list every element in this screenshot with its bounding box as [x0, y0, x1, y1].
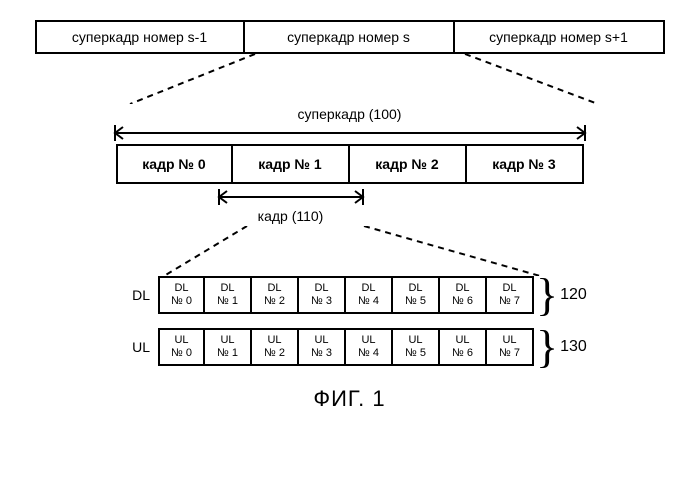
brace-icon: }	[536, 276, 558, 314]
ul-subframe-cell: UL№ 0	[158, 328, 205, 366]
dl-subframe-row: DL№ 0 DL№ 1 DL№ 2 DL№ 3 DL№ 4 DL№ 5 DL№ …	[158, 276, 534, 314]
ul-cell-l2: № 4	[358, 347, 379, 360]
superframe-sequence-row: суперкадр номер s-1 суперкадр номер s су…	[20, 20, 679, 54]
dl-cell-l1: DL	[174, 282, 188, 295]
frame-width-arrow	[211, 188, 371, 206]
ul-cell-l1: UL	[361, 334, 375, 347]
dl-cell-l1: DL	[502, 282, 516, 295]
frame-cell: кадр № 1	[233, 144, 350, 184]
ul-subframe-cell: UL№ 2	[252, 328, 299, 366]
ul-cell-l2: № 7	[499, 347, 520, 360]
dl-cell-l2: № 2	[264, 295, 285, 308]
ul-subframe-cell: UL№ 6	[440, 328, 487, 366]
dl-cell-l2: № 4	[358, 295, 379, 308]
ul-subframe-cell: UL№ 7	[487, 328, 534, 366]
ul-subframe-cell: UL№ 4	[346, 328, 393, 366]
ul-cell-l1: UL	[267, 334, 281, 347]
frame-cell: кадр № 2	[350, 144, 467, 184]
frame-span-label: кадр (110)	[0, 208, 679, 224]
superframe-cell-label: суперкадр номер s-1	[72, 29, 207, 45]
ul-cell-l1: UL	[408, 334, 422, 347]
dl-cell-l2: № 5	[405, 295, 426, 308]
dl-subframe-cell: DL№ 0	[158, 276, 205, 314]
superframe-width-arrow	[100, 124, 600, 142]
frame-cell: кадр № 3	[467, 144, 584, 184]
superframe-cell-label: суперкадр номер s	[287, 29, 410, 45]
dl-subframe-cell: DL№ 6	[440, 276, 487, 314]
dl-cell-l1: DL	[314, 282, 328, 295]
connector-super-to-frames	[30, 54, 670, 104]
ul-cell-l2: № 2	[264, 347, 285, 360]
brace-icon: }	[536, 328, 558, 366]
dl-cell-l1: DL	[220, 282, 234, 295]
ul-cell-l2: № 0	[171, 347, 192, 360]
ul-cell-l1: UL	[455, 334, 469, 347]
ul-brace-number: 130	[560, 338, 587, 356]
connector-frame-to-sub	[30, 226, 670, 276]
dl-subframe-cell: DL№ 5	[393, 276, 440, 314]
dl-cell-l1: DL	[408, 282, 422, 295]
dl-cell-l1: DL	[267, 282, 281, 295]
ul-subframe-block: UL UL№ 0 UL№ 1 UL№ 2 UL№ 3 UL№ 4 UL№ 5 U…	[105, 328, 679, 366]
dl-cell-l1: DL	[455, 282, 469, 295]
ul-cell-l1: UL	[174, 334, 188, 347]
ul-subframe-cell: UL№ 5	[393, 328, 440, 366]
ul-cell-l2: № 3	[311, 347, 332, 360]
superframe-cell: суперкадр номер s+1	[455, 20, 665, 54]
frame-cell-label: кадр № 0	[142, 156, 205, 172]
superframe-span-label: суперкадр (100)	[20, 106, 679, 122]
dl-cell-l2: № 0	[171, 295, 192, 308]
dl-subframe-cell: DL№ 2	[252, 276, 299, 314]
frame-cell-label: кадр № 3	[492, 156, 555, 172]
ul-side-label: UL	[105, 339, 158, 355]
ul-cell-l1: UL	[502, 334, 516, 347]
dl-cell-l2: № 3	[311, 295, 332, 308]
ul-subframe-cell: UL№ 1	[205, 328, 252, 366]
dl-subframe-cell: DL№ 3	[299, 276, 346, 314]
ul-cell-l2: № 1	[217, 347, 238, 360]
dl-subframe-cell: DL№ 7	[487, 276, 534, 314]
ul-subframe-row: UL№ 0 UL№ 1 UL№ 2 UL№ 3 UL№ 4 UL№ 5 UL№ …	[158, 328, 534, 366]
superframe-cell: суперкадр номер s	[245, 20, 455, 54]
ul-cell-l1: UL	[220, 334, 234, 347]
dl-cell-l2: № 1	[217, 295, 238, 308]
superframe-cell: суперкадр номер s-1	[35, 20, 245, 54]
ul-cell-l1: UL	[314, 334, 328, 347]
dl-side-label: DL	[105, 287, 158, 303]
dl-cell-l2: № 7	[499, 295, 520, 308]
dl-subframe-cell: DL№ 1	[205, 276, 252, 314]
frames-row: кадр № 0 кадр № 1 кадр № 2 кадр № 3	[20, 144, 679, 184]
dl-brace-number: 120	[560, 286, 587, 304]
dl-cell-l2: № 6	[452, 295, 473, 308]
ul-subframe-cell: UL№ 3	[299, 328, 346, 366]
dl-subframe-cell: DL№ 4	[346, 276, 393, 314]
superframe-cell-label: суперкадр номер s+1	[489, 29, 628, 45]
figure-caption: ФИГ. 1	[20, 386, 679, 412]
dl-cell-l1: DL	[361, 282, 375, 295]
frame-cell-label: кадр № 2	[375, 156, 438, 172]
frame-cell-label: кадр № 1	[258, 156, 321, 172]
ul-cell-l2: № 6	[452, 347, 473, 360]
ul-cell-l2: № 5	[405, 347, 426, 360]
frame-cell: кадр № 0	[116, 144, 233, 184]
dl-subframe-block: DL DL№ 0 DL№ 1 DL№ 2 DL№ 3 DL№ 4 DL№ 5 D…	[105, 276, 679, 314]
